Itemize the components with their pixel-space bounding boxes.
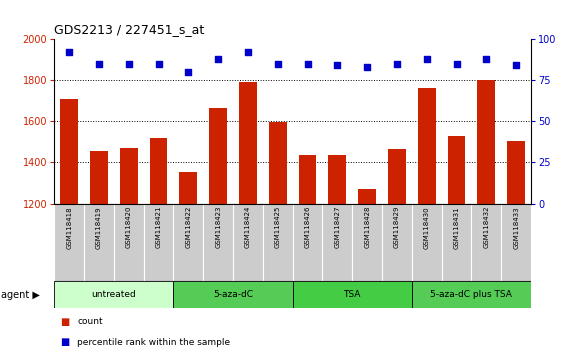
- Text: GSM118427: GSM118427: [335, 206, 340, 249]
- Point: [65, 49, 74, 55]
- Bar: [448, 136, 465, 204]
- Bar: [418, 88, 436, 204]
- Point: [243, 49, 252, 55]
- Text: count: count: [77, 317, 103, 326]
- Text: GSM118429: GSM118429: [394, 206, 400, 249]
- Text: GSM118423: GSM118423: [215, 206, 221, 249]
- Text: GDS2213 / 227451_s_at: GDS2213 / 227451_s_at: [54, 23, 204, 36]
- Text: GSM118432: GSM118432: [483, 206, 489, 249]
- Bar: [54, 281, 174, 308]
- Bar: [179, 172, 198, 204]
- Point: [214, 56, 223, 62]
- Bar: [472, 204, 501, 281]
- Text: TSA: TSA: [344, 290, 361, 299]
- Text: GSM118431: GSM118431: [453, 206, 460, 249]
- Bar: [299, 155, 316, 204]
- Bar: [358, 189, 376, 204]
- Text: GSM118420: GSM118420: [126, 206, 132, 249]
- Bar: [477, 80, 495, 204]
- Bar: [84, 204, 114, 281]
- Text: 5-aza-dC plus TSA: 5-aza-dC plus TSA: [431, 290, 512, 299]
- Text: GSM118425: GSM118425: [275, 206, 281, 248]
- Bar: [352, 204, 382, 281]
- Bar: [501, 204, 531, 281]
- Bar: [388, 149, 406, 204]
- Point: [124, 61, 133, 67]
- Bar: [54, 204, 84, 281]
- Bar: [323, 204, 352, 281]
- Text: GSM118419: GSM118419: [96, 206, 102, 249]
- Bar: [174, 281, 292, 308]
- Text: ■: ■: [60, 337, 69, 348]
- Text: GSM118424: GSM118424: [245, 206, 251, 248]
- Point: [482, 56, 491, 62]
- Point: [273, 61, 282, 67]
- Point: [154, 61, 163, 67]
- Bar: [114, 204, 144, 281]
- Point: [363, 64, 372, 70]
- Bar: [150, 138, 167, 204]
- Text: GSM118430: GSM118430: [424, 206, 430, 249]
- Bar: [269, 122, 287, 204]
- Bar: [60, 99, 78, 204]
- Bar: [233, 204, 263, 281]
- Point: [392, 61, 401, 67]
- Bar: [120, 148, 138, 204]
- Bar: [209, 108, 227, 204]
- Bar: [263, 204, 292, 281]
- Bar: [239, 82, 257, 204]
- Bar: [328, 155, 346, 204]
- Bar: [412, 204, 441, 281]
- Text: untreated: untreated: [91, 290, 136, 299]
- Bar: [292, 204, 323, 281]
- Bar: [174, 204, 203, 281]
- Text: GSM118428: GSM118428: [364, 206, 370, 249]
- Point: [333, 62, 342, 68]
- Text: GSM118418: GSM118418: [66, 206, 72, 249]
- Point: [184, 69, 193, 75]
- Bar: [412, 281, 531, 308]
- Point: [303, 61, 312, 67]
- Point: [452, 61, 461, 67]
- Bar: [203, 204, 233, 281]
- Text: 5-aza-dC: 5-aza-dC: [213, 290, 253, 299]
- Bar: [292, 281, 412, 308]
- Point: [94, 61, 103, 67]
- Text: GSM118422: GSM118422: [186, 206, 191, 248]
- Text: agent ▶: agent ▶: [1, 290, 39, 300]
- Text: ■: ■: [60, 317, 69, 327]
- Bar: [441, 204, 472, 281]
- Bar: [144, 204, 174, 281]
- Point: [512, 62, 521, 68]
- Bar: [507, 141, 525, 204]
- Text: GSM118433: GSM118433: [513, 206, 519, 249]
- Text: GSM118426: GSM118426: [304, 206, 311, 249]
- Bar: [90, 151, 108, 204]
- Point: [422, 56, 431, 62]
- Text: GSM118421: GSM118421: [155, 206, 162, 249]
- Text: percentile rank within the sample: percentile rank within the sample: [77, 338, 230, 347]
- Bar: [382, 204, 412, 281]
